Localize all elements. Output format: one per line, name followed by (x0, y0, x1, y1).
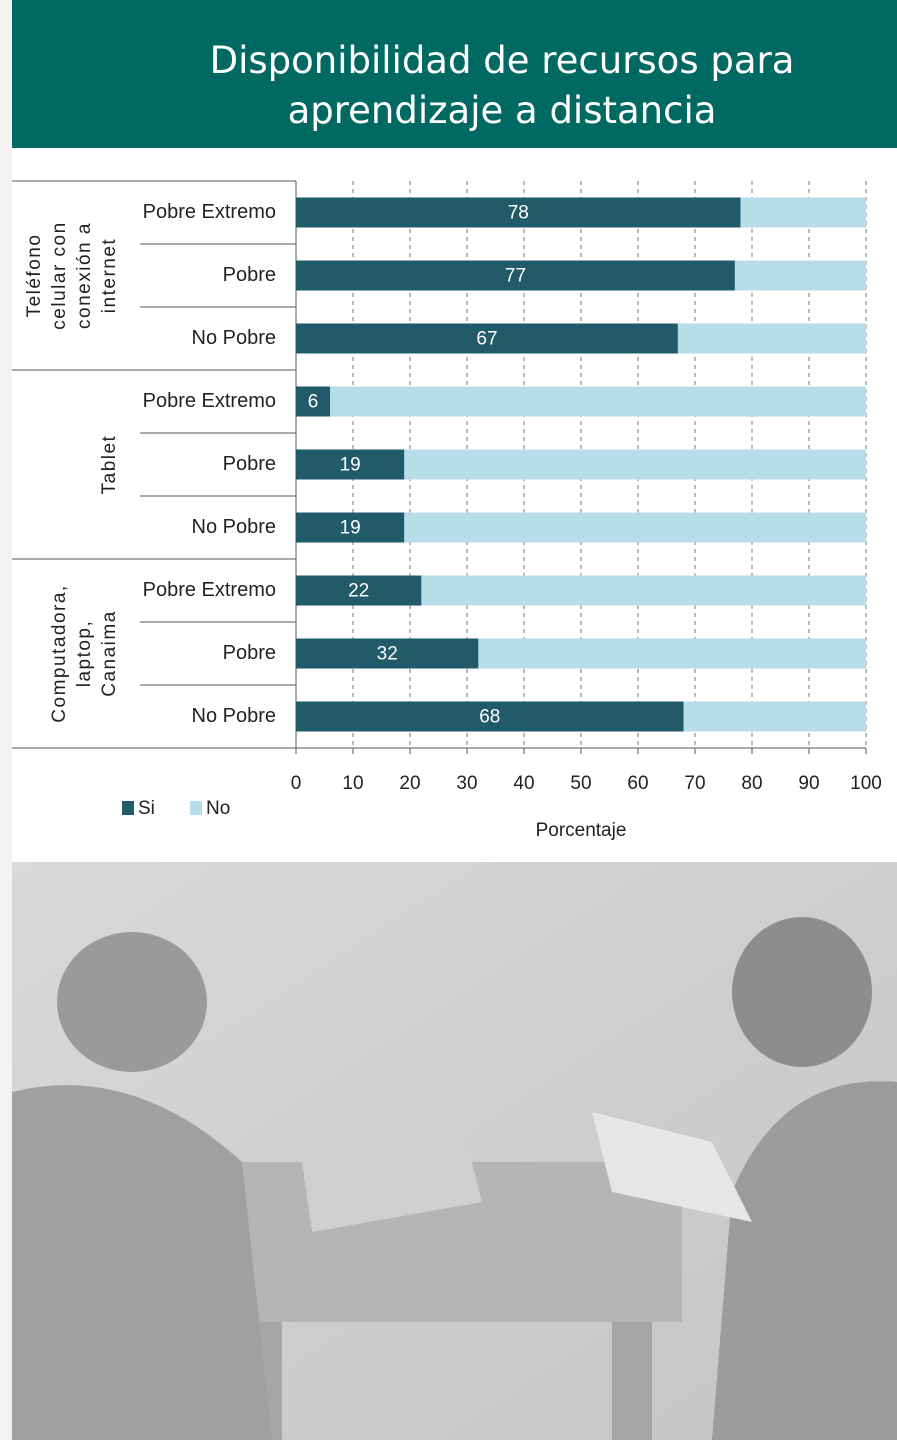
group-label: laptop, (74, 620, 95, 688)
group-label: internet (99, 238, 120, 313)
x-tick-label: 20 (399, 773, 420, 794)
x-tick-label: 40 (513, 773, 534, 794)
bar (296, 449, 405, 480)
bar (330, 386, 866, 417)
data-label: 6 (308, 392, 319, 413)
bar (296, 197, 741, 228)
bar (734, 260, 866, 291)
bar (296, 701, 684, 732)
chart-title: Disponibilidad de recursos para aprendiz… (209, 39, 795, 132)
group-label: Computadora, (49, 584, 70, 722)
x-tick-label: 100 (850, 773, 882, 794)
category-label: Pobre (223, 642, 276, 664)
legend-label: Si (138, 798, 155, 819)
bar (296, 386, 331, 417)
category-label: Pobre Extremo (143, 579, 276, 601)
x-axis-label: Porcentaje (536, 820, 627, 841)
x-tick-label: 90 (798, 773, 819, 794)
category-label: No Pobre (192, 327, 277, 349)
bar (296, 323, 678, 354)
bar (296, 260, 735, 291)
group-label: celular con (49, 221, 70, 329)
x-tick-label: 30 (456, 773, 477, 794)
x-tick-label: 10 (342, 773, 363, 794)
category-label: No Pobre (192, 516, 277, 538)
legend-label: No (206, 798, 230, 819)
data-label: 19 (340, 518, 361, 539)
x-tick-label: 70 (684, 773, 705, 794)
legend-swatch (122, 801, 134, 815)
group-label: Tablet (99, 435, 120, 495)
chart: 0 10 20 30 40 50 60 70 80 90 100 Pobre Extremo 78 Pob… (12, 180, 882, 841)
legend-swatch (190, 801, 202, 815)
bar (421, 575, 866, 606)
bar (404, 512, 866, 543)
data-label: 32 (377, 644, 398, 665)
book (592, 1112, 752, 1222)
x-tick-label: 80 (741, 773, 762, 794)
data-label: 78 (508, 203, 529, 224)
group-label: Teléfono (24, 234, 45, 318)
data-label: 68 (479, 707, 500, 728)
group-label: conexión a (74, 222, 95, 329)
girl-body (712, 1081, 897, 1440)
data-label: 22 (348, 581, 369, 602)
x-tick-label: 50 (570, 773, 591, 794)
category-label: Pobre Extremo (143, 390, 276, 412)
category-label: Pobre Extremo (143, 201, 276, 223)
group-label: Canaima (99, 610, 120, 697)
category-label: Pobre (223, 453, 276, 475)
data-label: 67 (476, 329, 497, 350)
bar (677, 323, 866, 354)
x-tick-label: 60 (627, 773, 648, 794)
bar (683, 701, 866, 732)
x-tick-label: 0 (291, 773, 302, 794)
notebook (302, 1122, 482, 1232)
data-label: 19 (340, 455, 361, 476)
header: Disponibilidad de recursos para aprendiz… (12, 0, 897, 148)
table-leg (612, 1322, 652, 1440)
bar (296, 512, 405, 543)
bar (478, 638, 866, 669)
bar (404, 449, 866, 480)
bar (740, 197, 866, 228)
bar (296, 638, 479, 669)
girl-head (732, 917, 872, 1067)
bar (296, 575, 422, 606)
chart-area: 0 10 20 30 40 50 60 70 80 90 100 Pobre Extremo 78 Pob… (12, 148, 897, 862)
boy-head (57, 932, 207, 1072)
category-label: Pobre (223, 264, 276, 286)
category-label: No Pobre (192, 705, 277, 727)
boy-body (12, 1085, 272, 1440)
data-label: 77 (505, 266, 526, 287)
photo (12, 862, 897, 1440)
